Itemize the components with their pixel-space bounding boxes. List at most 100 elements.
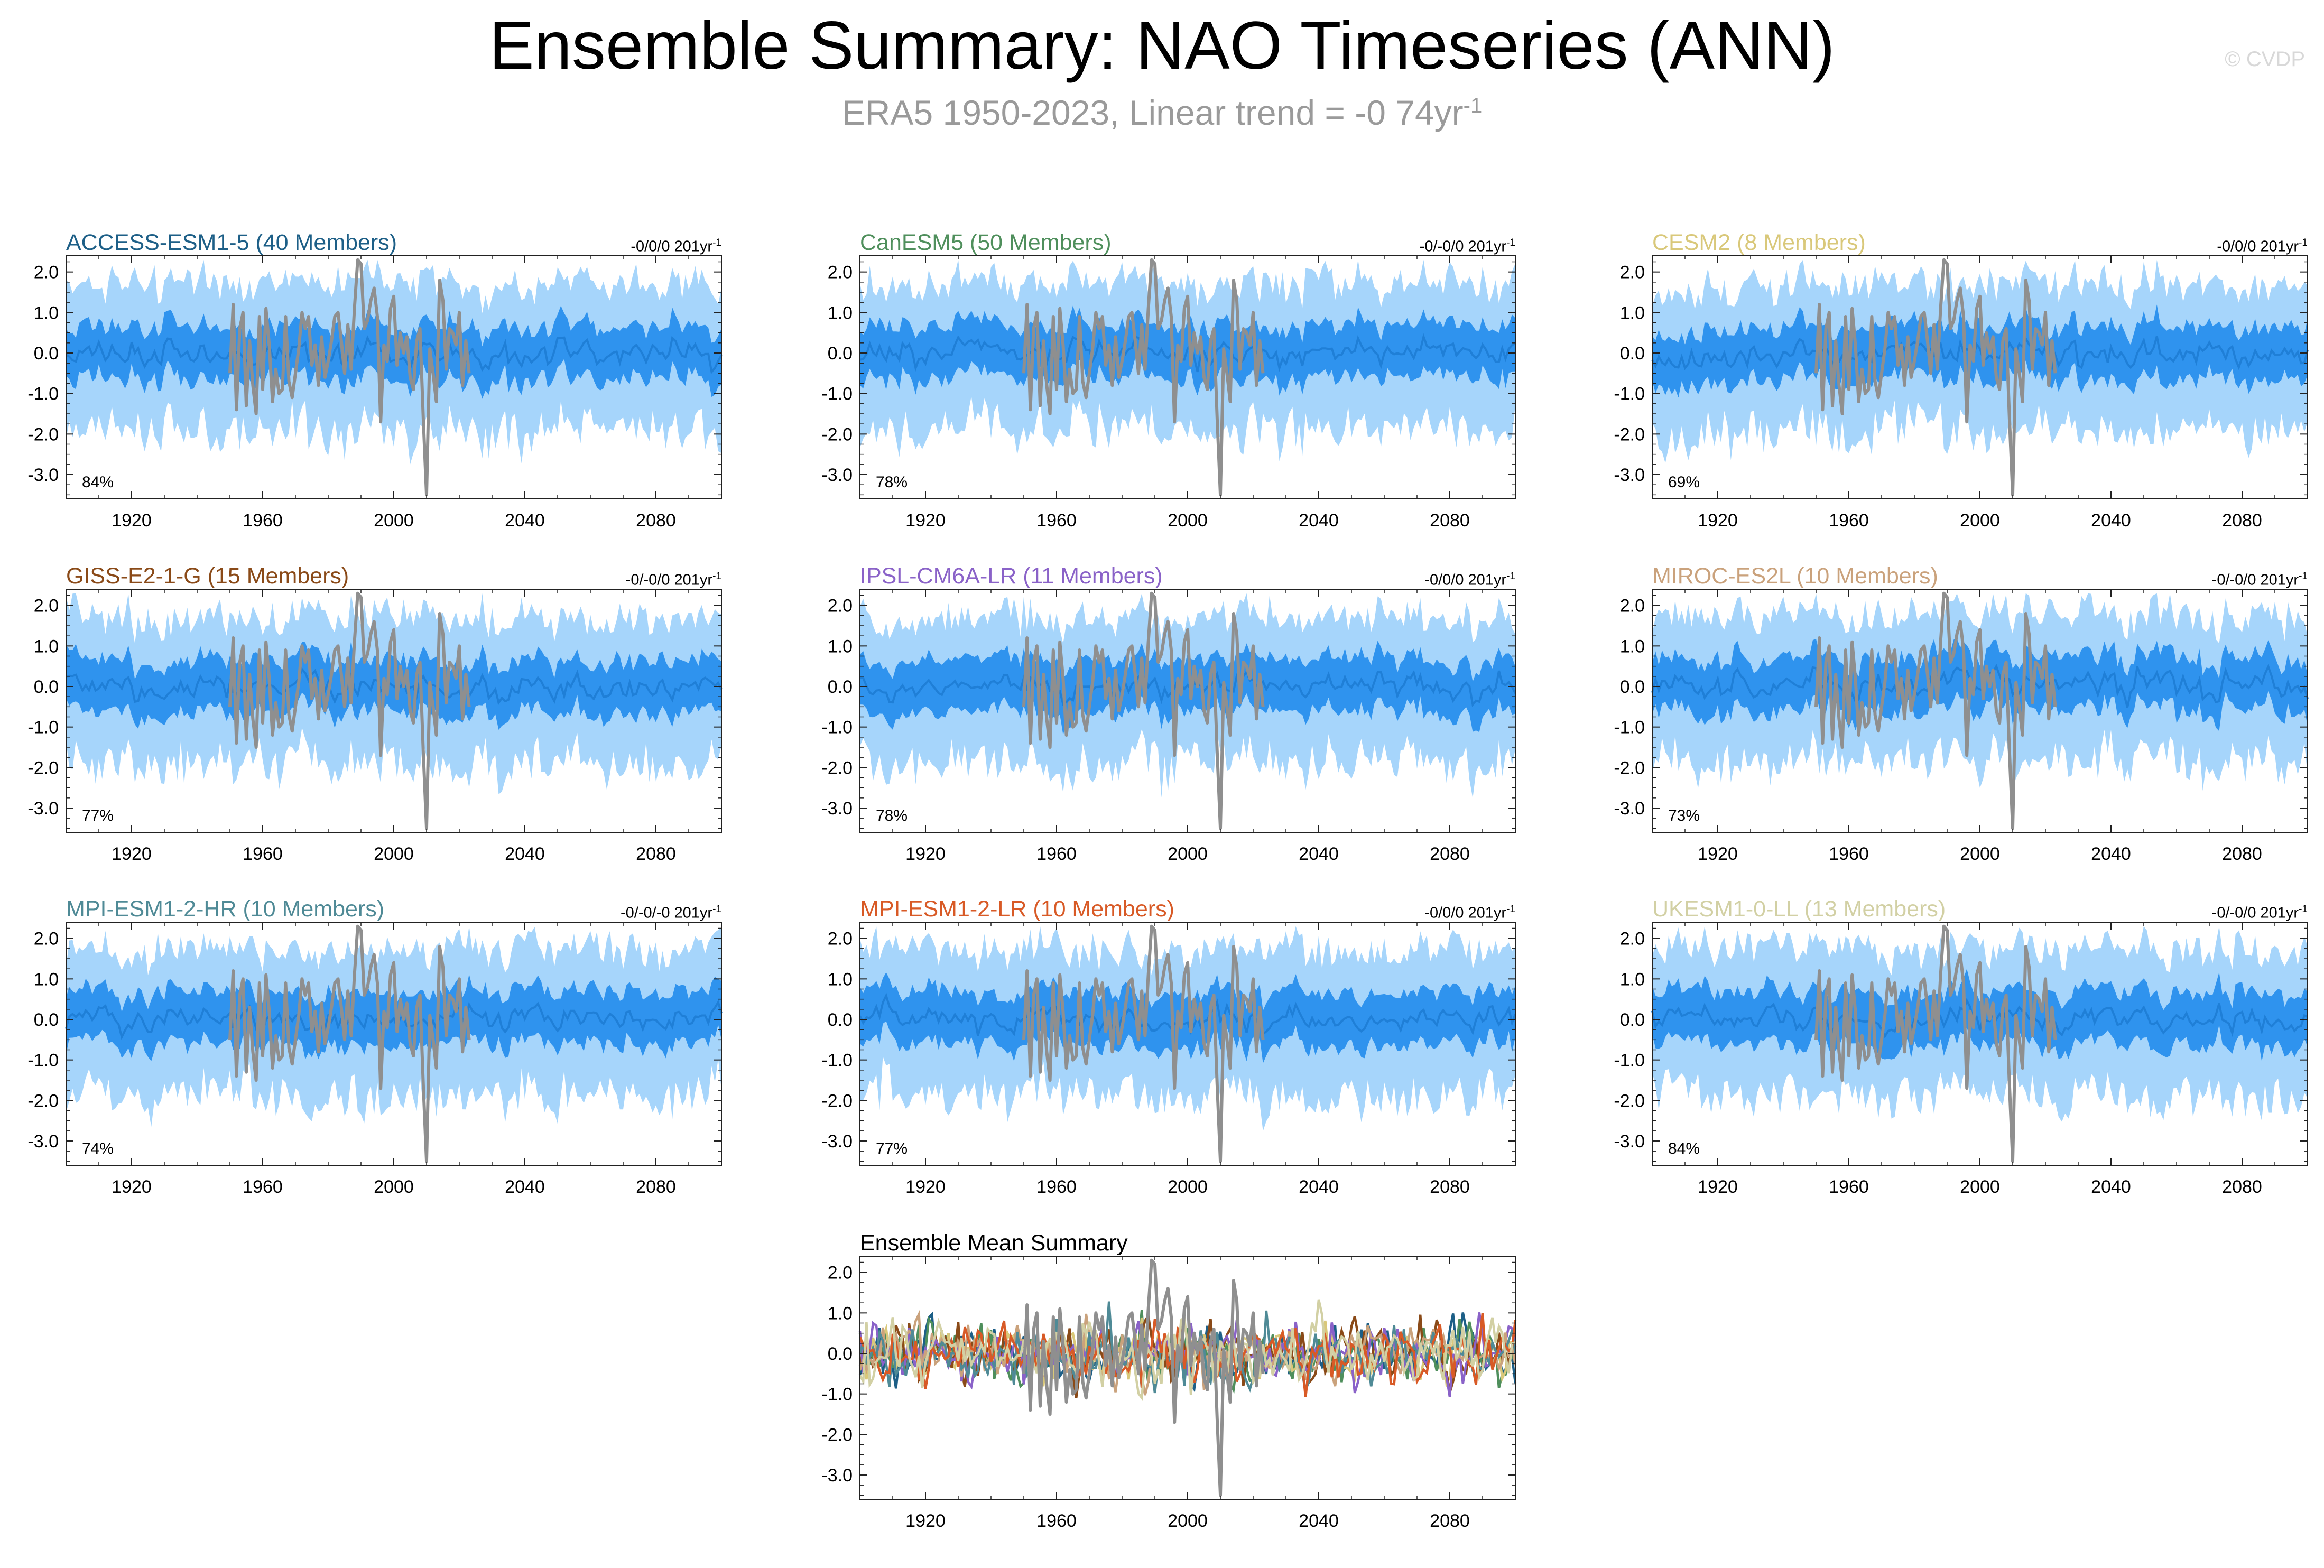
y-tick-label: 1.0 bbox=[1620, 303, 1645, 323]
trend-superscript: -1 bbox=[2299, 571, 2308, 582]
percent-label: 78% bbox=[876, 474, 908, 491]
x-tick-label: 2080 bbox=[2222, 844, 2262, 864]
y-tick-label: -2.0 bbox=[1614, 1091, 1645, 1111]
y-tick-label: 2.0 bbox=[828, 929, 853, 949]
plot-canvas: 2.0 1.0 0.0 -1.0 -2.0 -3.0 1920 1960 2000 2040 208… bbox=[27, 255, 723, 531]
credit-watermark: © CVDP bbox=[2225, 48, 2305, 71]
trend-label: -0/0/0 201yr-1 bbox=[1424, 900, 1515, 923]
spread-inner-band bbox=[1652, 638, 2308, 731]
x-tick-label: 2040 bbox=[505, 1177, 545, 1197]
panel-mpi-esm1-2-hr: MPI-ESM1-2-HR (10 Members) -0/-0/-0 201y… bbox=[27, 896, 723, 1197]
spread-inner-band bbox=[1652, 969, 2308, 1062]
y-tick-label: 0.0 bbox=[828, 1010, 853, 1030]
y-tick-label: 1.0 bbox=[34, 303, 59, 323]
x-tick-label: 1960 bbox=[1829, 844, 1869, 864]
x-tick-label: 2080 bbox=[636, 511, 676, 531]
x-tick-label: 2040 bbox=[1299, 844, 1339, 864]
trend-text: -0/0/0 201yr bbox=[1424, 571, 1507, 589]
x-tick-label: 1920 bbox=[112, 844, 152, 864]
x-tick-label: 2040 bbox=[505, 511, 545, 531]
y-tick-label: -3.0 bbox=[27, 465, 59, 485]
y-tick-label: 1.0 bbox=[1620, 636, 1645, 656]
x-tick-label: 2080 bbox=[2222, 1177, 2262, 1197]
y-tick-label: -3.0 bbox=[27, 1131, 59, 1152]
observed-nao-line bbox=[228, 924, 471, 1163]
y-tick-label: 1.0 bbox=[34, 636, 59, 656]
y-tick-label: -2.0 bbox=[821, 1091, 853, 1111]
spread-inner-band bbox=[860, 972, 1515, 1063]
x-tick-label: 2040 bbox=[1299, 1511, 1339, 1531]
y-tick-label: 1.0 bbox=[1620, 969, 1645, 989]
y-tick-label: 1.0 bbox=[828, 303, 853, 323]
trend-text: -0/-0/0 201yr bbox=[2211, 571, 2299, 589]
x-tick-label: 2000 bbox=[1960, 511, 2000, 531]
panel-title: ACCESS-ESM1-5 (40 Members) bbox=[66, 230, 397, 255]
x-tick-label: 1920 bbox=[112, 1177, 152, 1197]
trend-superscript: -1 bbox=[2299, 904, 2308, 915]
y-tick-label: -1.0 bbox=[1614, 384, 1645, 404]
x-tick-label: 1920 bbox=[1698, 844, 1738, 864]
trend-text: -0/0/0 201yr bbox=[1424, 904, 1507, 922]
y-tick-label: 2.0 bbox=[1620, 929, 1645, 949]
x-tick-label: 1920 bbox=[1698, 1177, 1738, 1197]
y-tick-label: -3.0 bbox=[1614, 799, 1645, 819]
x-tick-label: 2040 bbox=[2091, 844, 2131, 864]
y-tick-label: -1.0 bbox=[27, 384, 59, 404]
x-tick-label: 1920 bbox=[905, 1511, 946, 1531]
x-tick-label: 1920 bbox=[1698, 511, 1738, 531]
observed-nao-line bbox=[1022, 258, 1265, 497]
y-tick-label: 0.0 bbox=[828, 344, 853, 364]
observed-nao-line bbox=[1022, 591, 1265, 830]
y-tick-label: -3.0 bbox=[821, 799, 853, 819]
x-tick-label: 2000 bbox=[1168, 511, 1208, 531]
y-tick-label: 0.0 bbox=[1620, 344, 1645, 364]
ensemble-mean-line bbox=[1651, 664, 2309, 708]
y-tick-label: -1.0 bbox=[821, 1385, 853, 1405]
observed-nao-line bbox=[1814, 591, 2057, 830]
percent-label: 74% bbox=[82, 1140, 114, 1157]
x-tick-label: 1960 bbox=[243, 1177, 283, 1197]
percent-label: 73% bbox=[1668, 807, 1700, 824]
percent-label: 77% bbox=[876, 1140, 908, 1157]
ensemble-mean-line bbox=[1651, 998, 2308, 1039]
x-tick-label: 1960 bbox=[1036, 1511, 1077, 1531]
ensemble-mean-line bbox=[859, 333, 1516, 373]
y-tick-label: -2.0 bbox=[1614, 424, 1645, 444]
x-tick-label: 1920 bbox=[905, 1177, 946, 1197]
observed-nao-line bbox=[1814, 924, 2057, 1163]
y-tick-label: -1.0 bbox=[821, 718, 853, 738]
y-tick-label: 0.0 bbox=[1620, 1010, 1645, 1030]
observed-nao-line bbox=[228, 591, 471, 830]
spread-inner-band bbox=[860, 641, 1515, 735]
observed-nao-line bbox=[1022, 924, 1265, 1163]
x-tick-label: 2040 bbox=[2091, 1177, 2131, 1197]
x-tick-label: 1960 bbox=[1829, 1177, 1869, 1197]
y-tick-label: 0.0 bbox=[34, 1010, 59, 1030]
panel-ensemble-mean-summary: Ensemble Mean Summary 2.0 1.0 0.0 -1.0 -2.0 -… bbox=[821, 1230, 1517, 1531]
panel-title: UKESM1-0-LL (13 Members) bbox=[1652, 896, 1946, 922]
spread-inner-band bbox=[66, 305, 721, 399]
x-tick-label: 1960 bbox=[1036, 511, 1077, 531]
plot-canvas: 2.0 1.0 0.0 -1.0 -2.0 -3.0 1920 1960 2000 2040 208… bbox=[27, 922, 723, 1197]
y-tick-label: -2.0 bbox=[821, 758, 853, 778]
percent-label: 78% bbox=[876, 807, 908, 824]
panel-title: MPI-ESM1-2-HR (10 Members) bbox=[66, 896, 385, 922]
panel-ukesm1-0-ll: UKESM1-0-LL (13 Members) -0/-0/0 201yr-1… bbox=[1614, 896, 2308, 1197]
panel-title: Ensemble Mean Summary bbox=[860, 1230, 1128, 1256]
y-tick-label: 2.0 bbox=[34, 929, 59, 949]
x-tick-label: 2000 bbox=[1168, 1511, 1208, 1531]
figure-title: Ensemble Summary: NAO Timeseries (ANN) bbox=[489, 8, 1835, 83]
x-tick-label: 1960 bbox=[243, 511, 283, 531]
y-tick-label: -2.0 bbox=[821, 1425, 853, 1445]
y-tick-label: 2.0 bbox=[828, 1263, 853, 1283]
x-tick-label: 2000 bbox=[374, 844, 414, 864]
observed-nao-line bbox=[1814, 258, 2057, 497]
trend-label: -0/-0/-0 201yr-1 bbox=[621, 900, 721, 923]
ensemble-mean-line bbox=[859, 992, 1516, 1037]
x-tick-label: 2000 bbox=[1960, 1177, 2000, 1197]
ensemble-mean-line bbox=[66, 667, 723, 706]
x-tick-label: 2080 bbox=[1430, 1511, 1470, 1531]
observed-nao-line bbox=[228, 258, 471, 497]
panel-giss-e2-1-g: GISS-E2-1-G (15 Members) -0/-0/0 201yr-1… bbox=[27, 563, 723, 864]
trend-text: -0/-0/0 201yr bbox=[2211, 904, 2299, 922]
